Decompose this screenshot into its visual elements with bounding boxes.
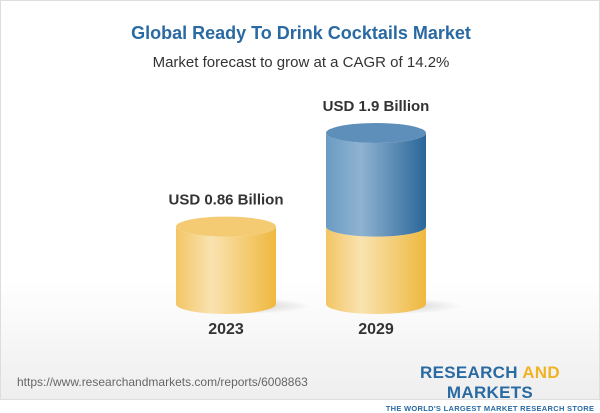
bar-2029-growth-top [326,123,426,143]
cylinder-chart: USD 0.86 Billion 2023 USD 1.9 Billion 2029 [168,98,461,338]
data-label: USD 0.86 Billion [168,192,283,209]
bar-2023-top [176,216,276,237]
chart-subtitle: Market forecast to grow at a CAGR of 14.… [152,54,450,71]
data-label: USD 1.9 Billion [323,98,430,115]
bar-2029-growth [326,133,426,237]
bar-2023 [176,226,276,314]
category-label: 2029 [358,321,394,338]
research-and-markets-logo: RESEARCH AND MARKETS THE WORLD'S LARGEST… [385,363,595,413]
category-label: 2023 [208,321,244,338]
chart-title: Global Ready To Drink Cocktails Market [131,23,471,43]
bar-2029-base [326,226,426,314]
source-url[interactable]: https://www.researchandmarkets.com/repor… [17,375,308,389]
